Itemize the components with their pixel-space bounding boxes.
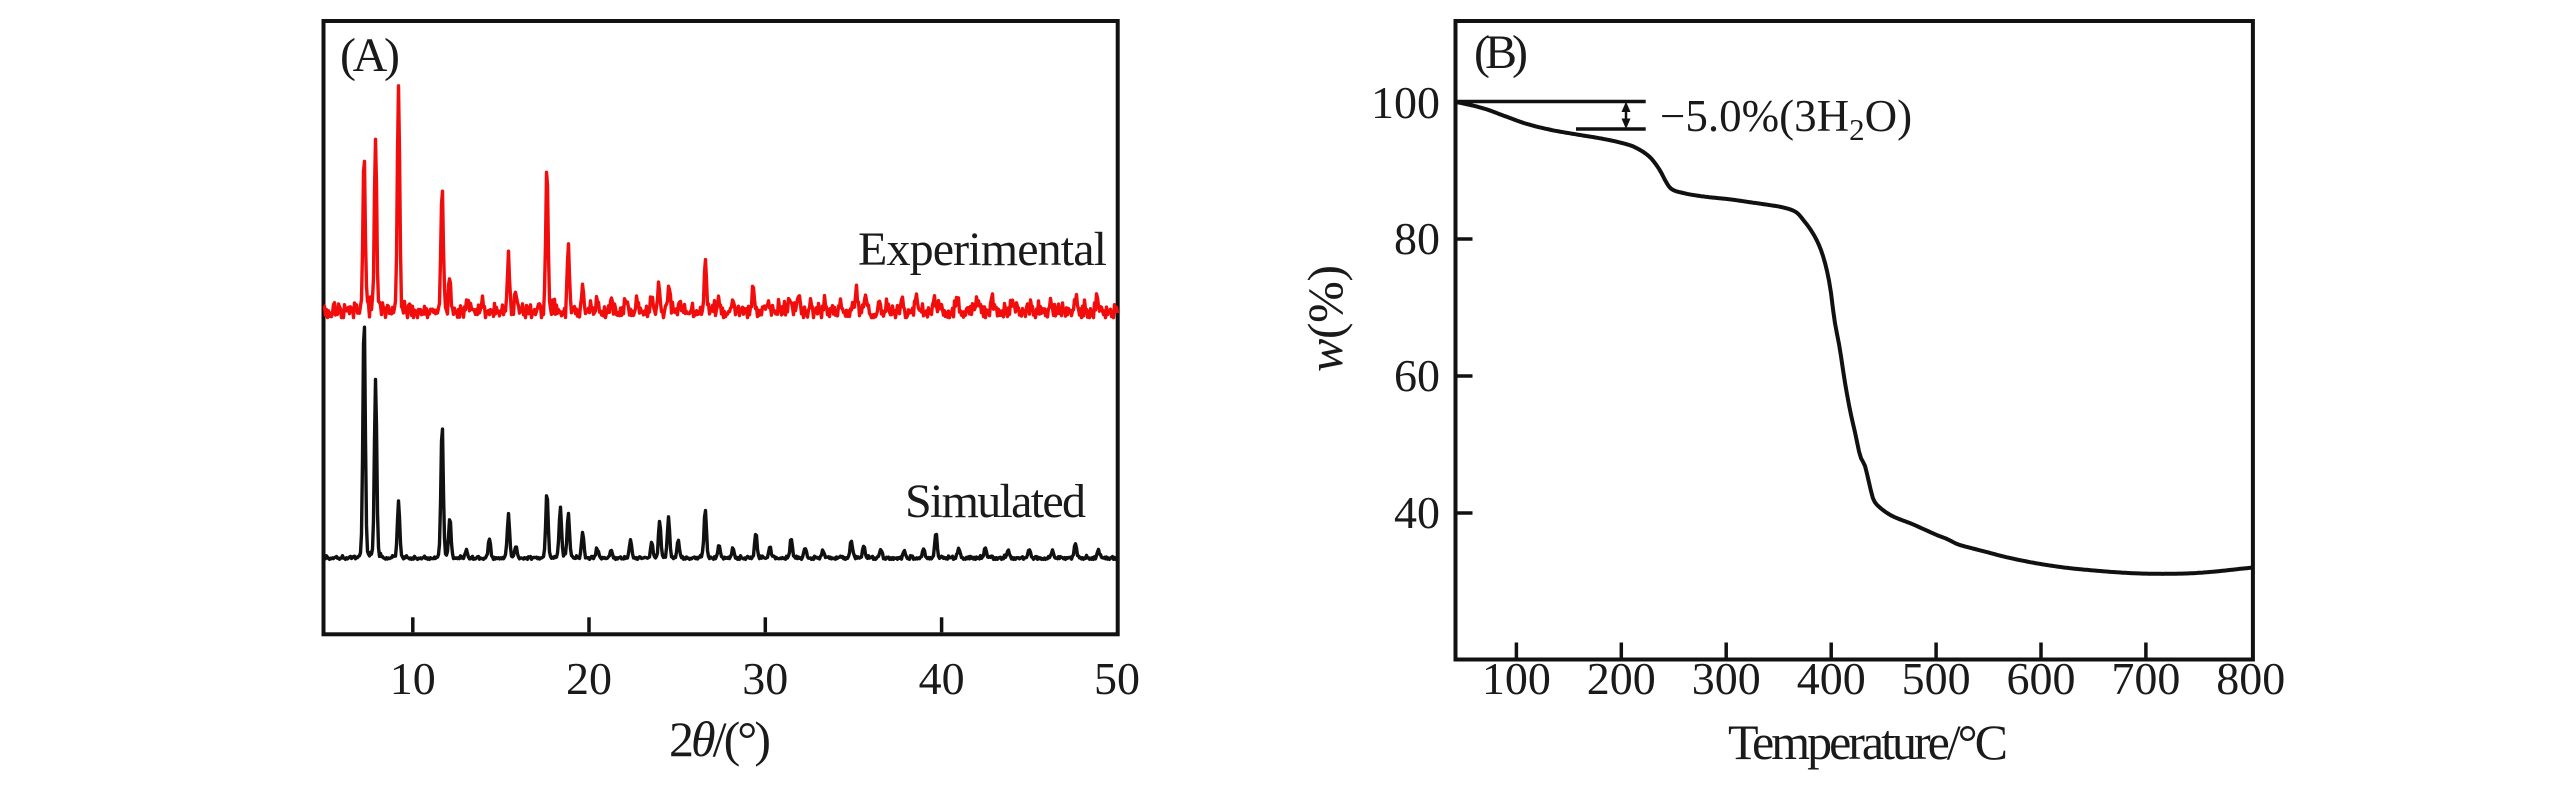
svg-text:w(%): w(%): [1297, 265, 1353, 372]
svg-text:100: 100: [1371, 77, 1440, 128]
svg-text:400: 400: [1797, 653, 1866, 704]
svg-text:Experimental: Experimental: [858, 223, 1107, 276]
svg-text:100: 100: [1482, 653, 1551, 704]
svg-text:80: 80: [1394, 213, 1440, 264]
svg-text:(A): (A): [340, 29, 400, 82]
svg-text:30: 30: [742, 653, 788, 704]
svg-text:60: 60: [1394, 350, 1440, 401]
svg-text:800: 800: [2216, 653, 2285, 704]
svg-text:40: 40: [919, 653, 965, 704]
svg-text:40: 40: [1394, 487, 1440, 538]
svg-text:20: 20: [566, 653, 612, 704]
svg-text:−5.0%(3H2O): −5.0%(3H2O): [1660, 91, 1912, 147]
svg-text:50: 50: [1094, 653, 1140, 704]
svg-text:10: 10: [390, 653, 436, 704]
svg-text:Temperature/°C: Temperature/°C: [1728, 714, 2008, 770]
svg-text:300: 300: [1692, 653, 1761, 704]
svg-text:600: 600: [2007, 653, 2076, 704]
svg-text:200: 200: [1587, 653, 1656, 704]
svg-text:2θ/(°): 2θ/(°): [669, 711, 771, 767]
svg-text:500: 500: [1902, 653, 1971, 704]
svg-text:Simulated: Simulated: [905, 475, 1086, 528]
svg-text:700: 700: [2111, 653, 2180, 704]
svg-text:(B): (B): [1474, 26, 1528, 79]
